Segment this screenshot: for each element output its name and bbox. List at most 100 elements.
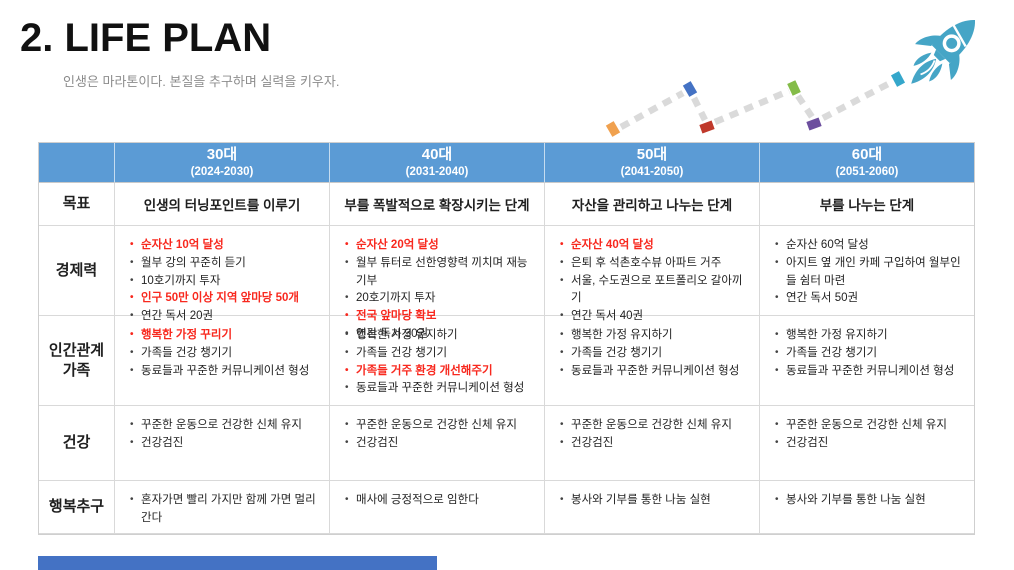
table-cell: 꾸준한 운동으로 건강한 신체 유지건강검진 [545,406,760,481]
bullet-item: 가족들 건강 챙기기 [342,345,524,363]
bullet-item: 매사에 긍정적으로 임한다 [342,492,479,510]
bullet-item: 동료들과 꾸준한 커뮤니케이션 형성 [342,380,524,398]
bullet-item: 건강검진 [342,435,517,453]
column-header-50대: 50대 (2041-2050) [545,143,760,183]
table-cell: 부를 폭발적으로 확장시키는 단계 [330,183,545,226]
bullet-list: 꾸준한 운동으로 건강한 신체 유지건강검진 [127,417,302,453]
bullet-item: 가족들 건강 챙기기 [127,345,309,363]
bullet-item: 꾸준한 운동으로 건강한 신체 유지 [342,417,517,435]
trail-milestone-squares [605,71,906,137]
table-cell: 순자산 40억 달성은퇴 후 석촌호수뷰 아파트 거주서울, 수도권으로 포트폴… [545,226,760,324]
table-cell: 꾸준한 운동으로 건강한 신체 유지건강검진 [330,406,545,481]
bullet-item: 10호기까지 투자 [127,273,299,291]
table-cell: 부를 나누는 단계 [760,183,974,226]
column-header-range: (2031-2040) [405,165,469,178]
table-corner-cell [39,143,115,183]
bullet-item: 꾸준한 운동으로 건강한 신체 유지 [127,417,302,435]
bullet-item: 연간 독서 50권 [772,290,966,308]
bullet-item: 20호기까지 투자 [342,290,536,308]
slide-footer-bar [38,556,437,570]
table-cell: 순자산 60억 달성아지트 옆 개인 카페 구입하여 월부인들 쉼터 마련연간 … [760,226,974,316]
row-label: 인간관계 가족 [39,316,115,406]
bullet-item: 꾸준한 운동으로 건강한 신체 유지 [557,417,732,435]
table-cell: 행복한 가정 유지하기가족들 건강 챙기기동료들과 꾸준한 커뮤니케이션 형성 [545,316,760,406]
bullet-item: 가족들 건강 챙기기 [557,345,739,363]
row-label: 경제력 [39,226,115,316]
bullet-item: 봉사와 기부를 통한 나눔 실현 [772,492,926,510]
column-header-40대: 40대 (2031-2040) [330,143,545,183]
bullet-list: 순자산 10억 달성월부 강의 꾸준히 듣기10호기까지 투자인구 50만 이상… [127,237,299,326]
row-label: 목표 [39,183,115,226]
table-cell: 봉사와 기부를 통한 나눔 실현 [760,481,974,534]
table-cell: 꾸준한 운동으로 건강한 신체 유지건강검진 [115,406,330,481]
rocket-icon [911,19,976,84]
bullet-item: 동료들과 꾸준한 커뮤니케이션 형성 [127,363,309,381]
bullet-item: 꾸준한 운동으로 건강한 신체 유지 [772,417,947,435]
bullet-item: 순자산 40억 달성 [557,237,751,255]
bullet-item: 전국 앞마당 확보 [342,308,536,326]
bullet-item: 연간 독서 20권 [127,308,299,326]
table-cell: 꾸준한 운동으로 건강한 신체 유지건강검진 [760,406,974,481]
table-cell: 행복한 가정 유지하기가족들 건강 챙기기가족들 거주 환경 개선해주기동료들과… [330,316,545,406]
table-cell: 혼자가면 빨리 가지만 함께 가면 멀리 간다 [115,481,330,534]
life-plan-table: 30대 (2024-2030) 40대 (2031-2040) 50대 (2041-205… [38,142,975,535]
bullet-list: 행복한 가정 꾸리기가족들 건강 챙기기동료들과 꾸준한 커뮤니케이션 형성 [127,327,309,380]
bullet-item: 건강검진 [557,435,732,453]
column-header-range: (2041-2050) [620,165,684,178]
bullet-item: 행복한 가정 유지하기 [557,327,739,345]
bullet-item: 은퇴 후 석촌호수뷰 아파트 거주 [557,255,751,273]
bullet-item: 인구 50만 이상 지역 앞마당 50개 [127,290,299,308]
table-cell: 행복한 가정 꾸리기가족들 건강 챙기기동료들과 꾸준한 커뮤니케이션 형성 [115,316,330,406]
column-header-range: (2051-2060) [835,165,899,178]
bullet-item: 가족들 거주 환경 개선해주기 [342,363,524,381]
bullet-list: 행복한 가정 유지하기가족들 건강 챙기기동료들과 꾸준한 커뮤니케이션 형성 [772,327,954,380]
bullet-item: 행복한 가정 유지하기 [772,327,954,345]
table-cell: 인생의 터닝포인트를 이루기 [115,183,330,226]
bullet-list: 봉사와 기부를 통한 나눔 실현 [772,492,926,510]
bullet-item: 가족들 건강 챙기기 [772,345,954,363]
row-label: 건강 [39,406,115,481]
bullet-list: 매사에 긍정적으로 임한다 [342,492,479,510]
bullet-item: 월부 튜터로 선한영향력 끼치며 재능기부 [342,255,536,291]
bullet-item: 행복한 가정 유지하기 [342,327,524,345]
column-header-30대: 30대 (2024-2030) [115,143,330,183]
bullet-item: 서울, 수도권으로 포트폴리오 갈아끼기 [557,273,751,309]
bullet-list: 혼자가면 빨리 가지만 함께 가면 멀리 간다 [127,492,321,528]
bullet-item: 행복한 가정 꾸리기 [127,327,309,345]
milestone-square-purple [806,117,822,131]
bullet-list: 행복한 가정 유지하기가족들 건강 챙기기가족들 거주 환경 개선해주기동료들과… [342,327,524,398]
bullet-item: 동료들과 꾸준한 커뮤니케이션 형성 [772,363,954,381]
bullet-item: 동료들과 꾸준한 커뮤니케이션 형성 [557,363,739,381]
bullet-item: 건강검진 [127,435,302,453]
bullet-list: 꾸준한 운동으로 건강한 신체 유지건강검진 [342,417,517,453]
column-header-label: 60대 [851,145,883,163]
bullet-list: 꾸준한 운동으로 건강한 신체 유지건강검진 [772,417,947,453]
column-header-label: 40대 [421,145,453,163]
bullet-item: 월부 강의 꾸준히 듣기 [127,255,299,273]
table-cell: 순자산 20억 달성월부 튜터로 선한영향력 끼치며 재능기부20호기까지 투자… [330,226,545,341]
milestone-square-blue [682,81,698,97]
milestone-square-orange [605,121,621,137]
rocket-trail-illustration [605,19,976,137]
column-header-label: 50대 [636,145,668,163]
bullet-item: 봉사와 기부를 통한 나눔 실현 [557,492,711,510]
table-cell: 순자산 10억 달성월부 강의 꾸준히 듣기10호기까지 투자인구 50만 이상… [115,226,330,324]
milestone-square-teal [890,71,906,87]
bullet-list: 순자산 40억 달성은퇴 후 석촌호수뷰 아파트 거주서울, 수도권으로 포트폴… [557,237,751,326]
page-title: 2. LIFE PLAN [20,16,272,60]
table-cell: 봉사와 기부를 통한 나눔 실현 [545,481,760,534]
bullet-item: 연간 독서 40권 [557,308,751,326]
bullet-list: 순자산 60억 달성아지트 옆 개인 카페 구입하여 월부인들 쉼터 마련연간 … [772,237,966,308]
bullet-item: 건강검진 [772,435,947,453]
row-label: 행복추구 [39,481,115,534]
column-header-label: 30대 [206,145,238,163]
bullet-item: 아지트 옆 개인 카페 구입하여 월부인들 쉼터 마련 [772,255,966,291]
column-header-60대: 60대 (2051-2060) [760,143,974,183]
trail-dashes [619,79,894,130]
bullet-item: 순자산 20억 달성 [342,237,536,255]
bullet-item: 순자산 10억 달성 [127,237,299,255]
bullet-item: 혼자가면 빨리 가지만 함께 가면 멀리 간다 [127,492,321,528]
table-cell: 자산을 관리하고 나누는 단계 [545,183,760,226]
bullet-list: 봉사와 기부를 통한 나눔 실현 [557,492,711,510]
column-header-range: (2024-2030) [190,165,254,178]
